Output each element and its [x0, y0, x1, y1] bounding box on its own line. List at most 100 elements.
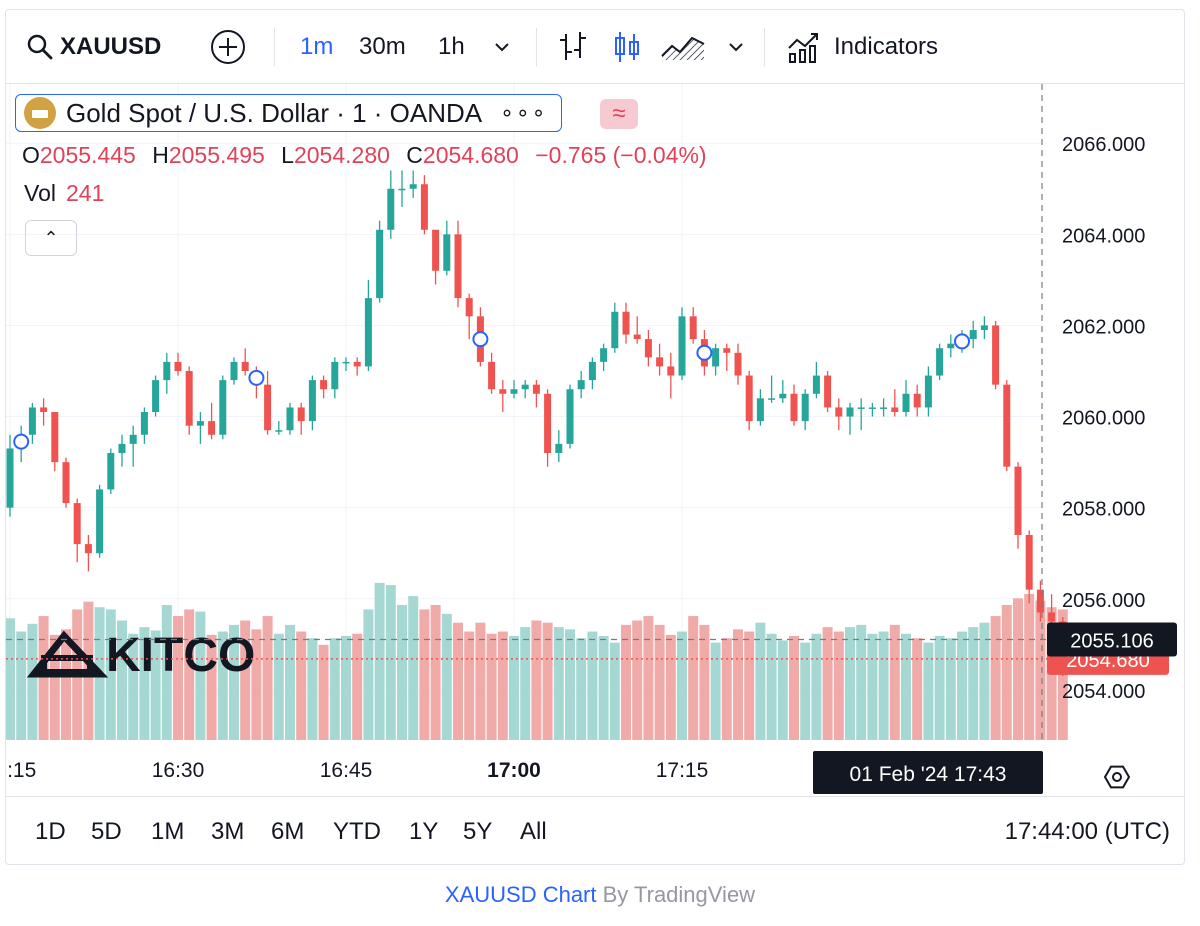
volume-bar: [654, 624, 665, 740]
volume-bar: [867, 633, 878, 740]
event-marker[interactable]: [696, 344, 713, 361]
volume-bar: [464, 631, 475, 740]
event-marker[interactable]: [954, 333, 970, 350]
event-marker[interactable]: [472, 331, 489, 348]
candle-body: [544, 393, 552, 453]
event-marker[interactable]: [248, 369, 265, 386]
volume-bar: [105, 609, 116, 740]
settings-hexagon-icon[interactable]: [1103, 765, 1131, 789]
symbol-legend[interactable]: Gold Spot / U.S. Dollar · 1 · OANDA ∘∘∘: [15, 94, 563, 132]
range-all[interactable]: All: [520, 818, 547, 845]
candle-body: [801, 393, 809, 422]
chart-area[interactable]: KITCO 2054.000 2056.000 2058.000 2060.000 20…: [6, 84, 1185, 796]
price-chart[interactable]: KITCO 2054.000 2056.000 2058.000 2060.000 20…: [6, 84, 1185, 796]
volume-bar: [184, 609, 195, 740]
interval-1h[interactable]: 1h: [438, 33, 465, 60]
wave-icon[interactable]: ≈: [600, 99, 638, 129]
x-tick-label: 17:00: [487, 759, 541, 782]
volume-bar: [945, 638, 956, 740]
range-5d[interactable]: 5D: [91, 818, 122, 845]
volume-bar: [878, 631, 889, 740]
x-tick-label: 16:15: [6, 759, 36, 782]
area-style-button[interactable]: [660, 10, 706, 84]
range-6m[interactable]: 6M: [271, 818, 305, 845]
low-value: 2054.280: [293, 142, 390, 168]
volume-bar: [800, 642, 811, 740]
range-1y[interactable]: 1Y: [409, 818, 439, 845]
volume-bar: [486, 633, 497, 740]
candle-body: [488, 361, 496, 390]
volume-bar: [441, 613, 452, 740]
volume-bar: [979, 622, 990, 740]
candle-body: [196, 421, 204, 426]
volume-bar: [1035, 600, 1046, 740]
volume-bar: [677, 631, 687, 740]
candle-body: [140, 412, 148, 435]
candle-body: [868, 407, 876, 409]
close-value: 2054.680: [422, 142, 519, 168]
interval-dropdown[interactable]: [492, 10, 512, 84]
compare-button[interactable]: [210, 10, 246, 84]
range-1m[interactable]: 1M: [151, 818, 185, 845]
volume-bar: [542, 622, 553, 740]
volume-bar: [766, 633, 777, 740]
volume-bar: [721, 638, 732, 740]
candle-body: [499, 389, 507, 394]
volume-bar: [273, 633, 284, 740]
attribution-text: By TradingView: [596, 882, 756, 907]
bar-style-button[interactable]: [556, 10, 590, 84]
candle-body: [857, 407, 865, 409]
indicators-button[interactable]: Indicators: [786, 10, 938, 84]
interval-1m[interactable]: 1m: [300, 33, 334, 60]
candle-body: [174, 361, 182, 371]
chart-type-dropdown[interactable]: [726, 10, 746, 84]
attribution-link[interactable]: XAUUSD Chart: [444, 882, 597, 907]
range-ytd[interactable]: YTD: [333, 818, 381, 845]
crosshair-price-badge: [1047, 622, 1177, 657]
utc-clock[interactable]: 17:44:00 (UTC): [1004, 818, 1170, 845]
range-3m[interactable]: 3M: [211, 818, 245, 845]
candle-body: [376, 229, 384, 299]
volume-bar: [6, 618, 15, 740]
open-value: 2055.445: [39, 142, 136, 168]
candles-icon: [615, 32, 639, 62]
y-tick-label: 2056.000: [1062, 590, 1145, 612]
ohlc-values: O2055.445 H2055.495 L2054.280 C2054.680 …: [22, 142, 717, 169]
settings-center-icon[interactable]: [1112, 772, 1122, 782]
volume-bar: [777, 640, 788, 740]
candle-body: [835, 407, 843, 417]
candle-body: [644, 339, 652, 358]
interval-30m[interactable]: 30m: [359, 33, 406, 60]
toolbar-divider: [764, 28, 765, 66]
candle-body: [1025, 535, 1033, 590]
volume-bar: [833, 631, 844, 740]
event-marker[interactable]: [13, 433, 30, 450]
search-icon: [27, 34, 53, 60]
crosshair-price-label: 2055.106: [1070, 631, 1153, 653]
candle-body: [185, 371, 193, 426]
candle-body: [443, 234, 451, 271]
candle-body: [611, 311, 619, 349]
candle-style-button[interactable]: [610, 10, 644, 84]
volume-bar: [27, 623, 38, 740]
close-label: C: [406, 142, 423, 168]
volume-bar: [161, 604, 172, 740]
range-5y[interactable]: 5Y: [463, 818, 493, 845]
range-1d[interactable]: 1D: [35, 818, 66, 845]
volume-bar: [733, 629, 743, 740]
more-options-icon[interactable]: ∘∘∘: [500, 100, 548, 125]
candle-body: [577, 380, 585, 390]
candle-body: [891, 407, 899, 412]
indicators-label: Indicators: [834, 33, 939, 60]
candle-body: [241, 361, 249, 371]
volume-bar: [520, 627, 531, 740]
volume-bar: [968, 627, 979, 740]
collapse-legend-button[interactable]: ⌃: [25, 220, 77, 256]
volume-bar: [128, 633, 139, 740]
symbol-search[interactable]: XAUUSD: [26, 10, 161, 84]
candle-body: [992, 325, 1000, 385]
volume-bar: [621, 624, 631, 740]
volume-bar: [385, 585, 396, 740]
candle-body: [1003, 384, 1011, 467]
candle-body: [667, 366, 675, 376]
